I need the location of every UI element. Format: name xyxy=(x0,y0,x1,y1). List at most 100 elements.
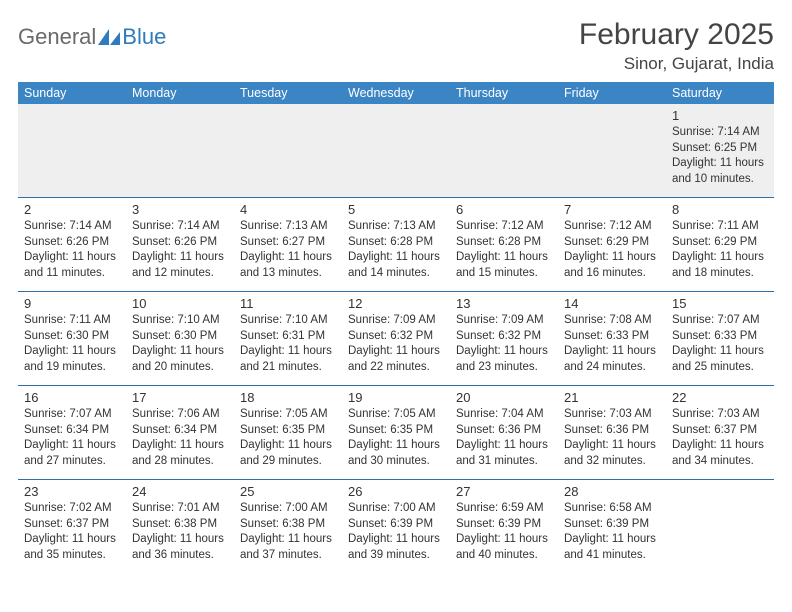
day-number: 4 xyxy=(240,202,336,217)
day-header: Thursday xyxy=(450,82,558,104)
day-number: 5 xyxy=(348,202,444,217)
calendar-cell: 11 Sunrise: 7:10 AMSunset: 6:31 PMDayligh… xyxy=(234,292,342,386)
day-info: Sunrise: 7:14 AMSunset: 6:25 PMDaylight:… xyxy=(672,125,768,187)
day-info: Sunrise: 7:08 AMSunset: 6:33 PMDaylight:… xyxy=(564,313,660,375)
day-info: Sunrise: 7:05 AMSunset: 6:35 PMDaylight:… xyxy=(348,407,444,469)
day-info: Sunrise: 7:10 AMSunset: 6:31 PMDaylight:… xyxy=(240,313,336,375)
day-number: 2 xyxy=(24,202,120,217)
calendar-week: 1 Sunrise: 7:14 AMSunset: 6:25 PMDaylight… xyxy=(18,104,774,198)
calendar-cell xyxy=(126,104,234,198)
day-header: Tuesday xyxy=(234,82,342,104)
month-title: February 2025 xyxy=(579,18,774,52)
calendar-cell: 27 Sunrise: 6:59 AMSunset: 6:39 PMDayligh… xyxy=(450,480,558,574)
title-block: February 2025 Sinor, Gujarat, India xyxy=(579,18,774,74)
day-info: Sunrise: 7:06 AMSunset: 6:34 PMDaylight:… xyxy=(132,407,228,469)
calendar-cell: 4 Sunrise: 7:13 AMSunset: 6:27 PMDaylight… xyxy=(234,198,342,292)
day-number: 10 xyxy=(132,296,228,311)
day-info: Sunrise: 7:11 AMSunset: 6:30 PMDaylight:… xyxy=(24,313,120,375)
calendar-cell: 23Sunrise: 7:02 AMSunset: 6:37 PMDayligh… xyxy=(18,480,126,574)
day-number: 25 xyxy=(240,484,336,499)
day-info: Sunrise: 7:00 AMSunset: 6:39 PMDaylight:… xyxy=(348,501,444,563)
calendar-cell xyxy=(450,104,558,198)
day-number: 11 xyxy=(240,296,336,311)
logo-text-blue: Blue xyxy=(122,24,166,50)
logo: General Blue xyxy=(18,18,166,50)
calendar-cell: 22 Sunrise: 7:03 AMSunset: 6:37 PMDayligh… xyxy=(666,386,774,480)
calendar-cell xyxy=(558,104,666,198)
day-number: 22 xyxy=(672,390,768,405)
day-header: Wednesday xyxy=(342,82,450,104)
calendar-cell: 7Sunrise: 7:12 AMSunset: 6:29 PMDaylight… xyxy=(558,198,666,292)
day-number: 17 xyxy=(132,390,228,405)
calendar-cell: 14 Sunrise: 7:08 AMSunset: 6:33 PMDayligh… xyxy=(558,292,666,386)
calendar-cell: 15Sunrise: 7:07 AMSunset: 6:33 PMDayligh… xyxy=(666,292,774,386)
calendar-cell: 21 Sunrise: 7:03 AMSunset: 6:36 PMDayligh… xyxy=(558,386,666,480)
day-number: 26 xyxy=(348,484,444,499)
day-info: Sunrise: 7:03 AMSunset: 6:37 PMDaylight:… xyxy=(672,407,768,469)
day-info: Sunrise: 6:58 AMSunset: 6:39 PMDaylight:… xyxy=(564,501,660,563)
day-number: 16 xyxy=(24,390,120,405)
day-number: 19 xyxy=(348,390,444,405)
day-info: Sunrise: 7:14 AMSunset: 6:26 PMDaylight:… xyxy=(132,219,228,281)
calendar-week: 2 Sunrise: 7:14 AMSunset: 6:26 PMDaylight… xyxy=(18,198,774,292)
day-number: 13 xyxy=(456,296,552,311)
calendar-cell: 9 Sunrise: 7:11 AMSunset: 6:30 PMDaylight… xyxy=(18,292,126,386)
day-header: Monday xyxy=(126,82,234,104)
calendar-cell: 5 Sunrise: 7:13 AMSunset: 6:28 PMDaylight… xyxy=(342,198,450,292)
day-header: Friday xyxy=(558,82,666,104)
day-number: 24 xyxy=(132,484,228,499)
calendar-week: 9 Sunrise: 7:11 AMSunset: 6:30 PMDaylight… xyxy=(18,292,774,386)
day-info: Sunrise: 7:07 AMSunset: 6:34 PMDaylight:… xyxy=(24,407,120,469)
calendar-cell: 17 Sunrise: 7:06 AMSunset: 6:34 PMDayligh… xyxy=(126,386,234,480)
day-number: 20 xyxy=(456,390,552,405)
header: General Blue February 2025 Sinor, Gujara… xyxy=(18,18,774,74)
day-header: Sunday xyxy=(18,82,126,104)
calendar-cell: 19 Sunrise: 7:05 AMSunset: 6:35 PMDayligh… xyxy=(342,386,450,480)
day-info: Sunrise: 7:13 AMSunset: 6:27 PMDaylight:… xyxy=(240,219,336,281)
calendar-cell: 16 Sunrise: 7:07 AMSunset: 6:34 PMDayligh… xyxy=(18,386,126,480)
day-info: Sunrise: 7:14 AMSunset: 6:26 PMDaylight:… xyxy=(24,219,120,281)
calendar-cell: 6 Sunrise: 7:12 AMSunset: 6:28 PMDaylight… xyxy=(450,198,558,292)
calendar-table: Sunday Monday Tuesday Wednesday Thursday… xyxy=(18,82,774,573)
calendar-week: 23Sunrise: 7:02 AMSunset: 6:37 PMDayligh… xyxy=(18,480,774,574)
calendar-cell: 28 Sunrise: 6:58 AMSunset: 6:39 PMDayligh… xyxy=(558,480,666,574)
day-number: 3 xyxy=(132,202,228,217)
day-info: Sunrise: 7:00 AMSunset: 6:38 PMDaylight:… xyxy=(240,501,336,563)
day-info: Sunrise: 7:09 AMSunset: 6:32 PMDaylight:… xyxy=(456,313,552,375)
day-info: Sunrise: 7:03 AMSunset: 6:36 PMDaylight:… xyxy=(564,407,660,469)
day-info: Sunrise: 7:12 AMSunset: 6:28 PMDaylight:… xyxy=(456,219,552,281)
day-number: 1 xyxy=(672,108,768,123)
day-number: 7 xyxy=(564,202,660,217)
calendar-cell: 20Sunrise: 7:04 AMSunset: 6:36 PMDayligh… xyxy=(450,386,558,480)
day-number: 9 xyxy=(24,296,120,311)
calendar-cell: 10 Sunrise: 7:10 AMSunset: 6:30 PMDayligh… xyxy=(126,292,234,386)
location: Sinor, Gujarat, India xyxy=(579,54,774,74)
day-number: 21 xyxy=(564,390,660,405)
day-number: 8 xyxy=(672,202,768,217)
calendar-cell xyxy=(18,104,126,198)
day-number: 28 xyxy=(564,484,660,499)
day-info: Sunrise: 7:07 AMSunset: 6:33 PMDaylight:… xyxy=(672,313,768,375)
calendar-week: 16 Sunrise: 7:07 AMSunset: 6:34 PMDayligh… xyxy=(18,386,774,480)
calendar-cell: 2 Sunrise: 7:14 AMSunset: 6:26 PMDaylight… xyxy=(18,198,126,292)
calendar-cell xyxy=(666,480,774,574)
calendar-cell xyxy=(342,104,450,198)
day-info: Sunrise: 6:59 AMSunset: 6:39 PMDaylight:… xyxy=(456,501,552,563)
logo-sail-icon xyxy=(98,29,120,45)
day-number: 27 xyxy=(456,484,552,499)
day-info: Sunrise: 7:13 AMSunset: 6:28 PMDaylight:… xyxy=(348,219,444,281)
calendar-cell: 13 Sunrise: 7:09 AMSunset: 6:32 PMDayligh… xyxy=(450,292,558,386)
day-number: 12 xyxy=(348,296,444,311)
calendar-cell xyxy=(234,104,342,198)
day-info: Sunrise: 7:01 AMSunset: 6:38 PMDaylight:… xyxy=(132,501,228,563)
day-header: Saturday xyxy=(666,82,774,104)
day-info: Sunrise: 7:11 AMSunset: 6:29 PMDaylight:… xyxy=(672,219,768,281)
day-info: Sunrise: 7:10 AMSunset: 6:30 PMDaylight:… xyxy=(132,313,228,375)
calendar-cell: 3 Sunrise: 7:14 AMSunset: 6:26 PMDaylight… xyxy=(126,198,234,292)
calendar-cell: 26 Sunrise: 7:00 AMSunset: 6:39 PMDayligh… xyxy=(342,480,450,574)
day-info: Sunrise: 7:02 AMSunset: 6:37 PMDaylight:… xyxy=(24,501,120,563)
day-number: 6 xyxy=(456,202,552,217)
day-number: 14 xyxy=(564,296,660,311)
calendar-cell: 18Sunrise: 7:05 AMSunset: 6:35 PMDayligh… xyxy=(234,386,342,480)
calendar-cell: 12Sunrise: 7:09 AMSunset: 6:32 PMDayligh… xyxy=(342,292,450,386)
